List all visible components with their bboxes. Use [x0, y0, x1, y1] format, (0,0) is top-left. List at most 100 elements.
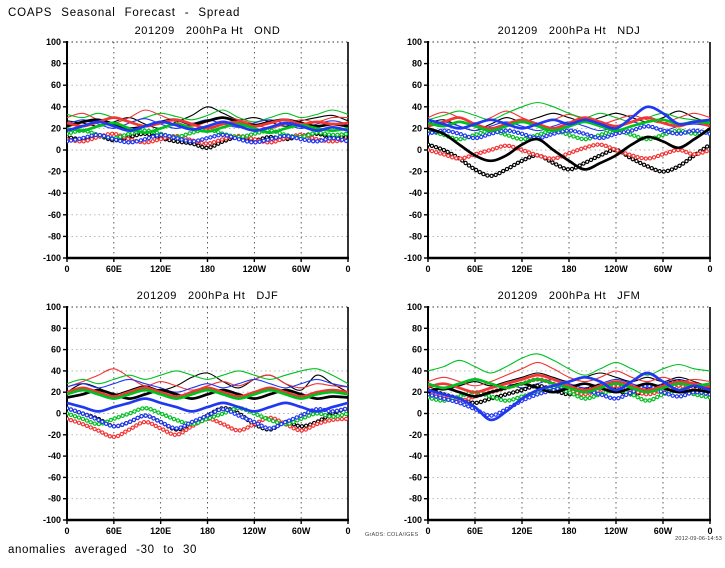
y-tick-label: -40	[48, 188, 61, 198]
y-tick-label: 60	[51, 345, 61, 355]
anomalies-note: anomalies averaged -30 to 30	[8, 544, 197, 556]
x-tick-label: 180	[200, 264, 215, 274]
y-tick-label: -40	[48, 451, 61, 461]
y-tick-label: -60	[48, 210, 61, 220]
x-tick-label: 120W	[604, 264, 628, 274]
grads-signature: GrADS: COLA/IGES	[365, 532, 419, 538]
series-green-thin	[428, 353, 710, 376]
x-tick-label: 120W	[243, 526, 267, 536]
x-tick-label: 60E	[467, 526, 483, 536]
y-tick-label: 40	[412, 366, 422, 376]
y-tick-label: -80	[48, 494, 61, 504]
series-group	[428, 353, 710, 422]
y-tick-label: 100	[46, 302, 61, 312]
x-tick-label: 0	[707, 526, 712, 536]
x-tick-label: 0	[345, 526, 350, 536]
series-red-markers-inner	[428, 378, 710, 402]
x-tick-label: 60W	[292, 526, 311, 536]
series-green-markers-inner	[67, 407, 348, 426]
y-tick-label: -20	[409, 167, 422, 177]
panel-title: 201209 200hPa Ht OND	[135, 25, 281, 37]
x-tick-label: 0	[425, 264, 430, 274]
y-tick-label: 80	[51, 323, 61, 333]
series-black-thick	[67, 388, 348, 400]
series-green-markers-inner	[428, 129, 710, 141]
series-group	[67, 368, 348, 440]
series-group	[428, 101, 710, 179]
x-tick-label: 0	[345, 264, 350, 274]
x-tick-label: 0	[64, 526, 69, 536]
series-black-markers-inner	[67, 132, 348, 149]
series-blue-thick	[67, 120, 348, 132]
y-tick-label: 80	[412, 323, 422, 333]
y-tick-label: 20	[51, 123, 61, 133]
series-red-thick	[67, 386, 348, 398]
series-green-thick	[67, 388, 348, 400]
y-tick-label: -60	[48, 472, 61, 482]
x-tick-label: 120E	[150, 264, 171, 274]
series-green-thick	[428, 118, 710, 132]
y-tick-label: -80	[409, 494, 422, 504]
y-tick-label: -20	[48, 167, 61, 177]
x-tick-label: 0	[425, 526, 430, 536]
y-tick-label: -80	[409, 231, 422, 241]
x-tick-label: 120E	[150, 526, 171, 536]
panel-title: 201209 200hPa Ht DJF	[137, 290, 279, 302]
series-red-thick	[428, 373, 710, 394]
y-tick-label: 40	[51, 102, 61, 112]
y-tick-label: 0	[56, 145, 61, 155]
y-tick-label: -100	[404, 253, 422, 263]
x-tick-label: 180	[200, 526, 215, 536]
series-red-markers	[67, 131, 348, 146]
y-tick-label: -40	[409, 188, 422, 198]
x-tick-label: 180	[561, 264, 576, 274]
series-black-thick	[428, 127, 710, 171]
y-tick-label: 20	[51, 387, 61, 397]
x-tick-label: 60E	[467, 264, 483, 274]
y-tick-label: 80	[51, 59, 61, 69]
x-tick-label: 120W	[604, 526, 628, 536]
y-tick-label: 40	[412, 102, 422, 112]
series-blue-thick	[67, 397, 348, 413]
y-tick-label: -40	[409, 451, 422, 461]
series-red-thin	[428, 361, 710, 387]
y-tick-label: -80	[48, 231, 61, 241]
panel-title: 201209 200hPa Ht NDJ	[498, 25, 641, 37]
y-tick-label: -100	[404, 515, 422, 525]
y-tick-label: -100	[43, 253, 61, 263]
x-tick-label: 0	[707, 264, 712, 274]
series-blue-thin	[67, 378, 348, 393]
x-tick-label: 120E	[511, 526, 532, 536]
y-tick-label: -60	[409, 210, 422, 220]
y-tick-label: 80	[412, 59, 422, 69]
series-green-thick	[428, 378, 710, 394]
x-tick-label: 0	[64, 264, 69, 274]
x-tick-label: 180	[561, 526, 576, 536]
series-blue-markers	[428, 123, 710, 141]
y-tick-label: 60	[412, 345, 422, 355]
series-group	[67, 106, 348, 151]
series-blue-markers-inner	[67, 407, 348, 430]
series-red-markers-inner	[67, 416, 348, 438]
generation-timestamp: 2012-09-06-14:53	[675, 536, 722, 542]
x-tick-label: 60E	[106, 264, 122, 274]
x-tick-label: 60E	[106, 526, 122, 536]
series-blue-thick	[428, 105, 710, 130]
y-tick-label: 0	[417, 409, 422, 419]
y-tick-label: 0	[417, 145, 422, 155]
x-tick-label: 60W	[654, 526, 673, 536]
y-tick-label: 0	[56, 409, 61, 419]
y-tick-label: -60	[409, 472, 422, 482]
panel-title: 201209 200hPa Ht JFM	[498, 290, 641, 302]
series-red-markers-inner	[428, 143, 710, 160]
y-tick-label: 100	[407, 302, 422, 312]
series-blue-markers-inner	[67, 133, 348, 144]
y-tick-label: 100	[407, 37, 422, 47]
y-tick-label: 100	[46, 37, 61, 47]
y-tick-label: 60	[412, 80, 422, 90]
